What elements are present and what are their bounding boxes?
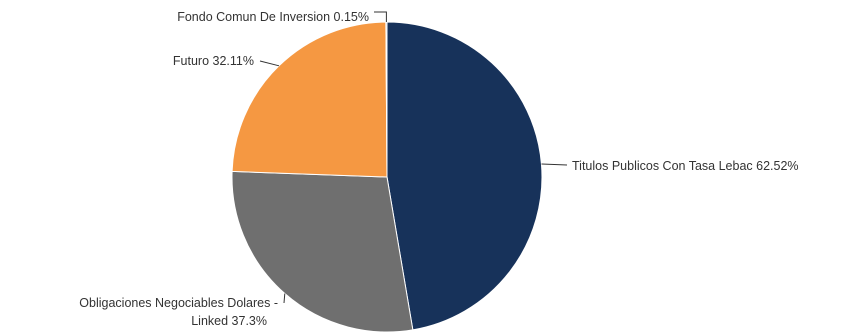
pie-slice-obligaciones xyxy=(231,170,414,333)
pie-slices xyxy=(231,21,543,333)
pie-slice-titulos-publicos xyxy=(386,21,543,331)
slice-label-futuro: Futuro 32.11% xyxy=(173,54,254,68)
slice-label-fondo-comun: Fondo Comun De Inversion 0.15% xyxy=(177,10,369,24)
leader-line-titulos-publicos xyxy=(541,163,568,166)
slice-label-obligaciones-line2: Linked 37.3% xyxy=(191,314,267,328)
slice-label-obligaciones-line1: Obligaciones Negociables Dolares - xyxy=(79,296,278,310)
leader-line-futuro xyxy=(259,60,280,67)
slice-label-titulos-publicos: Titulos Publicos Con Tasa Lebac 62.52% xyxy=(572,159,799,173)
leader-line-fondo-comun xyxy=(374,11,387,22)
pie-slice-futuro xyxy=(231,21,388,178)
leader-line-obligaciones xyxy=(283,293,286,304)
